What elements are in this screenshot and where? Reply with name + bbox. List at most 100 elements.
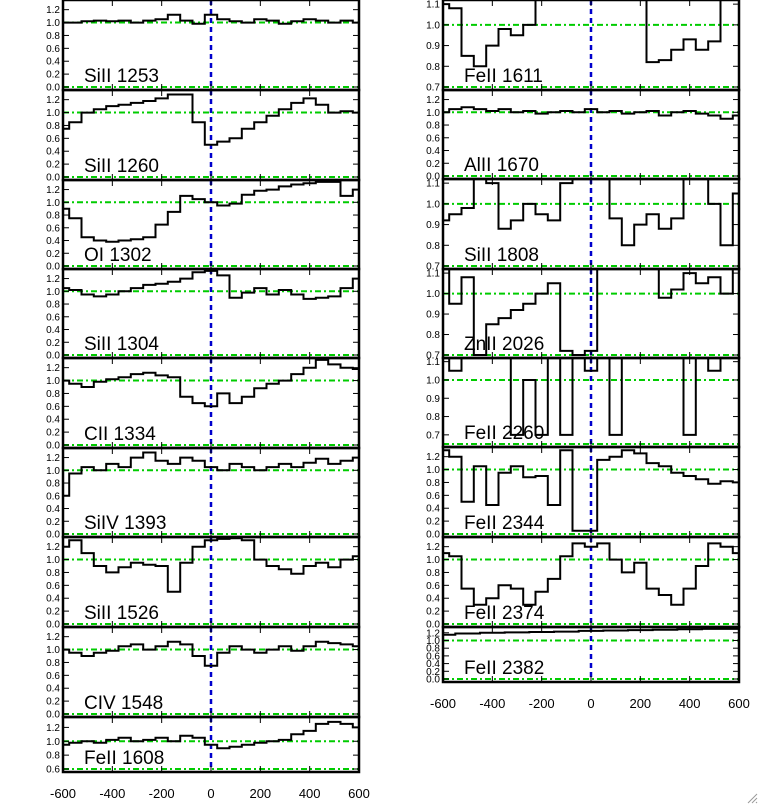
- y-tick-label: 0.2: [426, 159, 440, 170]
- y-tick-label: 0.4: [426, 146, 440, 157]
- panel-feii-2374: 0.0 0.2 0.4 0.6 0.8 1.0 1.2 FeII 2374: [426, 535, 741, 631]
- spectrum-line: [443, 542, 739, 606]
- spectrum-line: [63, 720, 359, 750]
- y-tick-label: 1.1: [426, 269, 440, 280]
- y-tick-label: 0.8: [46, 751, 60, 762]
- y-tick-label: 0.0: [46, 173, 60, 184]
- y-tick-label: 0.6: [46, 312, 60, 323]
- y-tick-label: 1.2: [46, 632, 60, 643]
- spectrum-line: [443, 449, 739, 532]
- y-tick-label: 0.0: [426, 172, 440, 183]
- x-tick-label: 0: [587, 696, 594, 711]
- y-tick-label: 1.2: [426, 542, 440, 553]
- ion-label: OI 1302: [84, 245, 152, 266]
- y-tick-label: 0.2: [426, 517, 440, 528]
- y-tick-label: 0.6: [426, 491, 440, 502]
- y-tick-label: 0.8: [46, 479, 60, 490]
- y-tick-label: 0.0: [426, 530, 440, 541]
- ion-label: CII 1334: [84, 424, 156, 445]
- y-tick-label: 0.8: [426, 478, 440, 489]
- x-tick-label: 400: [299, 786, 321, 801]
- y-tick-label: 1.0: [426, 555, 440, 566]
- y-tick-label: 0.6: [46, 402, 60, 413]
- ion-label: FeII 2344: [464, 513, 545, 534]
- panel-feii-1608: 0.6 0.8 1.0 1.2 FeII 1608: [46, 715, 361, 776]
- y-tick-label: 0.8: [426, 568, 440, 579]
- y-tick-label: 0.8: [46, 300, 60, 311]
- y-tick-label: 0.0: [46, 441, 60, 452]
- y-tick-label: 0.4: [426, 659, 440, 670]
- y-tick-label: 1.0: [426, 289, 440, 300]
- y-tick-label: 1.0: [46, 287, 60, 298]
- x-tick-label: 200: [629, 696, 651, 711]
- y-tick-label: 1.0: [46, 466, 60, 477]
- y-tick-label: 1.2: [46, 185, 60, 196]
- spectrum-line: [63, 358, 359, 408]
- y-tick-label: 1.0: [426, 108, 440, 119]
- spectrum-line: [63, 180, 359, 243]
- y-tick-label: 1.2: [46, 95, 60, 106]
- y-tick-label: 1.2: [46, 723, 60, 734]
- spectrum-line: [443, 269, 739, 356]
- panel-oi-1302: 0.0 0.2 0.4 0.60.8 1.0 1.2 OI 1302: [46, 178, 361, 273]
- spectrum-line: [63, 93, 359, 146]
- y-tick-label: 1.0: [46, 555, 60, 566]
- y-tick-label: 0.8: [46, 31, 60, 42]
- y-tick-label: 1.2: [46, 5, 60, 16]
- y-tick-label: 0.8: [46, 121, 60, 132]
- y-tick-label: 0.4: [46, 147, 60, 158]
- y-tick-label: 0.2: [46, 607, 60, 618]
- y-tick-label: 0.2: [46, 697, 60, 708]
- ion-label: SiII 1808: [464, 245, 539, 266]
- y-tick-label: 0.7: [426, 83, 440, 94]
- x-tick-label: -200: [149, 786, 175, 801]
- spectrum-line: [63, 451, 359, 497]
- x-tick-label: 200: [249, 786, 271, 801]
- y-tick-label: 1.1: [426, 0, 440, 11]
- ion-label: SiII 1260: [84, 156, 159, 177]
- y-tick-label: 1.0: [426, 20, 440, 31]
- panel-siiv-1393: 0.0 0.2 0.4 0.60.8 1.0 1.2 SiIV 1393: [46, 446, 361, 541]
- resize-grip-icon[interactable]: [747, 793, 758, 804]
- panel-siii-1260: 0.0 0.2 0.4 0.6 0.8 1.0 1.2 SiII 1260: [46, 88, 361, 184]
- y-tick-label: 0.9: [426, 220, 440, 231]
- y-tick-label: 0.6: [46, 134, 60, 145]
- y-tick-label: 0.8: [426, 412, 440, 423]
- y-tick-label: 0.0: [46, 351, 60, 362]
- panel-siii-1253: 0.0 0.2 0.4 0.6 0.8 1.0 1.2 SiII 1253: [46, 0, 361, 94]
- panel-siii-1304: 0.0 0.2 0.4 0.60.8 1.0 1.2 SiII 1304: [46, 267, 361, 362]
- panel-feii-2260: 0.7 0.8 0.9 1.0 1.1 FeII 2260: [426, 356, 741, 449]
- y-tick-label: 0.2: [46, 338, 60, 349]
- y-tick-label: 1.2: [426, 628, 440, 639]
- ion-label: SiII 1304: [84, 334, 159, 355]
- panel-siii-1808: 0.7 0.8 0.9 1.0 1.1 SiII 1808: [426, 177, 741, 273]
- ion-label: FeII 2382: [464, 658, 544, 679]
- x-tick-label: -400: [479, 696, 505, 711]
- y-tick-label: 1.1: [426, 357, 440, 368]
- y-tick-label: 0.6: [426, 581, 440, 592]
- y-tick-label: 1.2: [46, 274, 60, 285]
- y-tick-label: 0.6: [426, 133, 440, 144]
- ion-label: CIV 1548: [84, 693, 163, 714]
- panel-feii-2344: 0.0 0.2 0.4 0.6 0.8 1.0 1.2 FeII 2344: [426, 445, 741, 541]
- y-tick-label: 0.4: [46, 236, 60, 247]
- y-tick-label: 1.0: [46, 645, 60, 656]
- y-tick-label: 1.2: [426, 95, 440, 106]
- ion-label: FeII 1611: [464, 66, 543, 87]
- y-tick-label: 1.0: [46, 376, 60, 387]
- y-tick-label: 0.9: [426, 41, 440, 52]
- panel-alii-1670: 0.0 0.2 0.4 0.60.8 1.0 1.2 AlII 1670: [426, 88, 741, 183]
- y-tick-label: 1.2: [46, 363, 60, 374]
- y-tick-label: 0.6: [46, 581, 60, 592]
- y-tick-label: 0.6: [46, 765, 60, 776]
- panel-feii-1611: 0.7 0.8 0.9 1.0 1.1 FeII 1611: [426, 0, 741, 94]
- y-tick-label: 0.9: [426, 310, 440, 321]
- y-tick-label: 0.0: [46, 710, 60, 721]
- y-tick-label: 1.2: [46, 542, 60, 553]
- y-tick-label: 0.0: [46, 620, 60, 631]
- y-tick-label: 0.2: [46, 160, 60, 171]
- y-tick-label: 1.2: [426, 452, 440, 463]
- y-tick-label: 0.4: [46, 57, 60, 68]
- spectrum-line: [443, 0, 739, 68]
